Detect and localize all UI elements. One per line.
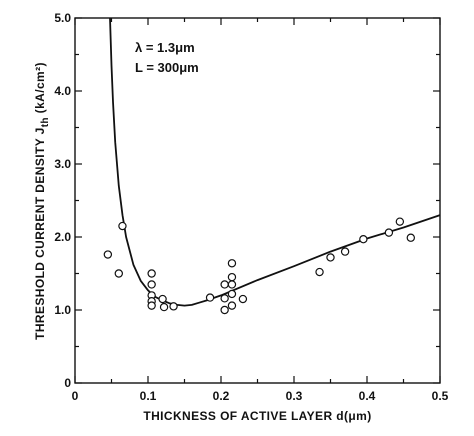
data-point [227,272,237,282]
y-tick-label: 5.0 [54,11,71,25]
data-point [147,301,156,310]
data-point [147,269,156,278]
data-point [169,302,178,311]
x-tick-label: 0.3 [286,389,303,403]
data-point [326,253,335,262]
annotation-wavelength: λ = 1.3μm [135,40,195,55]
data-point [220,280,229,289]
x-tick-label: 0.1 [140,389,157,403]
y-tick-label: 2.0 [54,230,71,244]
data-point [114,269,124,278]
data-point [384,228,394,237]
tick-labels: 0 0.1 0.2 0.3 0.4 0.5 0 1.0 2.0 3.0 4.0 5.0 [54,11,448,403]
data-point [103,250,113,259]
plot-frame [74,17,441,384]
x-tick-label: 0 [72,389,79,403]
x-tick-label: 0.4 [359,389,376,403]
data-point [205,293,215,302]
data-point [227,289,237,299]
data-point [227,259,237,268]
y-tick-label: 3.0 [54,157,71,171]
y-axis-label-units: (kA/cm²) [33,62,47,117]
data-point [147,280,156,289]
annotation-length: L = 300μm [135,60,199,75]
data-point [159,302,169,312]
x-tick-label: 0.2 [213,389,230,403]
y-axis-label-sub: th [40,117,51,127]
fit-curve [109,17,441,307]
y-tick-label: 4.0 [54,84,71,98]
data-point [227,280,237,289]
x-tick-label: 0.5 [432,389,449,403]
data-point [359,234,368,244]
y-tick-label: 1.0 [54,303,71,317]
data-point [118,221,127,231]
data-point [340,247,350,256]
data-point [395,217,405,226]
axis-ticks [74,17,441,384]
y-axis-label-main: THRESHOLD CURRENT DENSITY J [33,127,47,340]
data-point [315,267,324,277]
x-axis-label: THICKNESS OF ACTIVE LAYER d(μm) [143,409,371,423]
y-axis-label: THRESHOLD CURRENT DENSITY Jth (kA/cm²) [33,62,51,340]
y-tick-label: 0 [64,376,71,390]
data-point [406,233,415,242]
data-point [220,305,229,315]
data-point [227,301,237,310]
data-point [220,294,229,303]
data-point [158,294,167,304]
data-marks [103,17,441,315]
data-point [238,294,248,304]
